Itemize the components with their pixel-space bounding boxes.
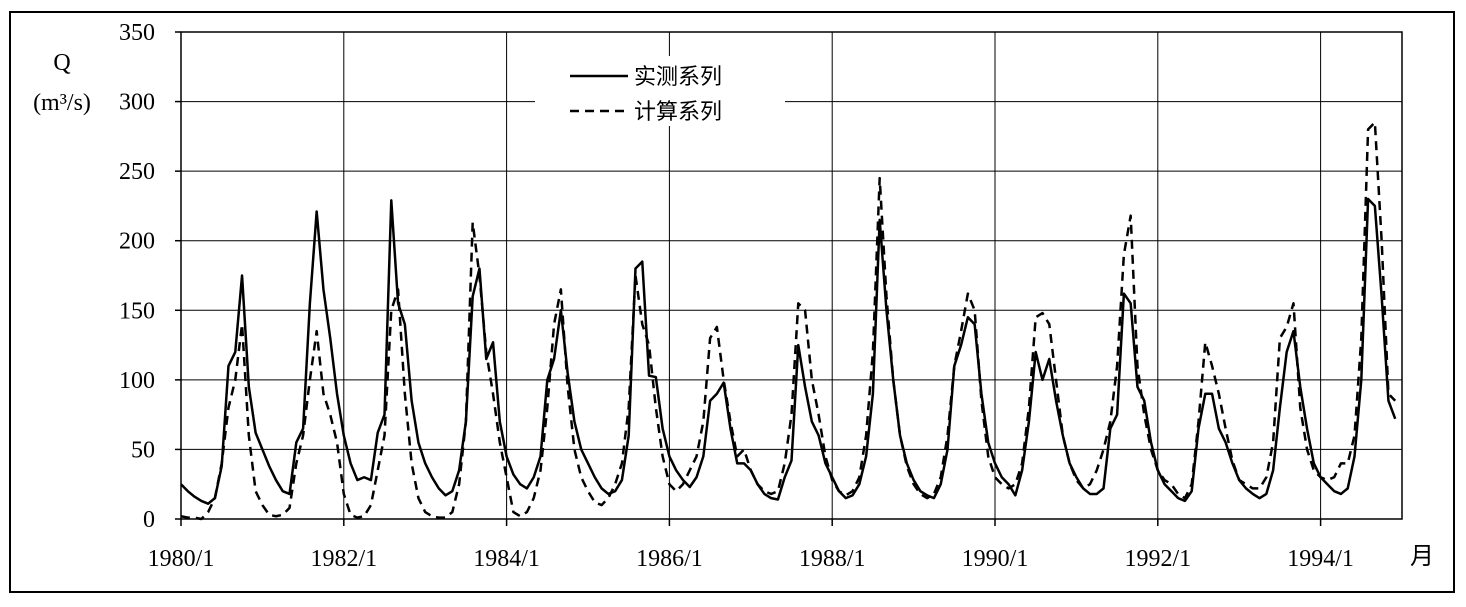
x-tick-label: 1982/1 bbox=[310, 546, 377, 572]
y-tick-label: 0 bbox=[143, 507, 155, 533]
x-tick-label: 1980/1 bbox=[148, 546, 215, 572]
y-tick-label: 150 bbox=[119, 298, 155, 324]
y-tick-label: 300 bbox=[119, 90, 155, 116]
x-tick-label: 1990/1 bbox=[962, 546, 1029, 572]
y-tick-label: 250 bbox=[119, 159, 155, 185]
legend: 实测系列 计算系列 bbox=[535, 56, 785, 126]
y-tick-label: 200 bbox=[119, 229, 155, 255]
legend-box bbox=[535, 56, 785, 126]
x-axis-unit: 月 bbox=[1410, 544, 1434, 570]
x-tick-label: 1992/1 bbox=[1124, 546, 1191, 572]
y-tick-label: 50 bbox=[131, 437, 155, 463]
legend-label-computed: 计算系列 bbox=[634, 100, 722, 125]
x-tick-label: 1986/1 bbox=[636, 546, 703, 572]
x-tick-label: 1988/1 bbox=[799, 546, 866, 572]
y-tick-labels: 0 50 100 150 200 250 300 350 bbox=[119, 20, 155, 533]
y-axis-label: Q bbox=[53, 50, 70, 76]
x-tick-labels: 1980/1 1982/1 1984/1 1986/1 1988/1 1990/1 1992… bbox=[148, 546, 1354, 572]
y-tick-label: 100 bbox=[119, 368, 155, 394]
x-tick-label: 1984/1 bbox=[473, 546, 540, 572]
y-tick-label: 350 bbox=[119, 20, 155, 46]
plot-frame bbox=[180, 31, 1403, 520]
x-tick-label: 1994/1 bbox=[1287, 546, 1354, 572]
y-axis-unit: (m³/s) bbox=[33, 90, 91, 116]
legend-label-observed: 实测系列 bbox=[634, 65, 722, 90]
series-group bbox=[180, 121, 1397, 521]
series-line-computed bbox=[180, 121, 1397, 521]
